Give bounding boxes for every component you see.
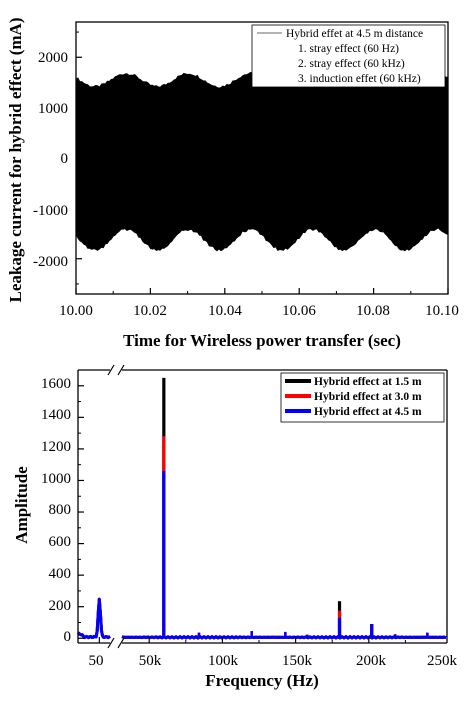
spectrum-baseline-high	[121, 634, 447, 640]
top-x-tick-label: 10.04	[208, 303, 242, 319]
top-y-tick-label: -1000	[33, 203, 68, 219]
top-x-tick-label: 10.02	[133, 303, 167, 319]
axis-break-mark	[107, 364, 115, 376]
bottom-y-tick-label: 800	[49, 502, 72, 518]
bottom-axis-ticks	[78, 369, 406, 643]
top-legend-item: 2. stray effect (60 kHz)	[298, 58, 405, 70]
bottom-y-tick-label: 600	[49, 534, 72, 550]
bottom-x-tick-label: 50	[89, 653, 104, 669]
leakage-current-band	[75, 71, 449, 252]
bottom-x-axis-label: Frequency (Hz)	[205, 671, 318, 690]
top-x-tick-label: 10.08	[356, 303, 390, 319]
leakage-current-signal	[75, 71, 449, 252]
top-y-tick-label: 1000	[38, 101, 68, 117]
axis-break-mark	[117, 364, 125, 376]
bottom-y-axis-label: Amplitude	[12, 466, 31, 544]
top-legend: Hybrid effet at 4.5 m distance 1. stray …	[251, 24, 446, 88]
bottom-x-tick-label: 100k	[208, 653, 239, 669]
bottom-y-tick-label: 200	[49, 598, 72, 614]
bottom-y-tick-label: 1000	[41, 471, 71, 487]
bottom-y-tick-label: 0	[64, 629, 72, 645]
bottom-y-tick-label: 1400	[41, 407, 71, 423]
bottom-x-tick-label: 250k	[427, 653, 458, 669]
spectrum-baseline-low	[77, 597, 111, 640]
bottom-x-tick-label: 150k	[282, 653, 313, 669]
frequency-spectrum-chart: 50 50k 100k 150k 200k 250k 0 200 400 600…	[12, 364, 458, 690]
top-legend-title: Hybrid effet at 4.5 m distance	[286, 28, 423, 40]
bottom-y-tick-label: 400	[49, 566, 72, 582]
bottom-legend-item: Hybrid effect at 3.0 m	[314, 391, 422, 403]
bottom-legend: Hybrid effect at 1.5 m Hybrid effect at …	[280, 372, 445, 423]
axis-break-mark	[117, 637, 125, 649]
top-y-tick-label: 2000	[38, 50, 68, 66]
bottom-y-tick-label: 1200	[41, 439, 71, 455]
spectrum-baseline-low	[77, 597, 111, 640]
top-axis-ticks	[75, 31, 449, 294]
top-legend-box	[251, 24, 446, 88]
axis-break-mark	[107, 637, 115, 649]
top-y-tick-label: -2000	[33, 254, 68, 270]
bottom-legend-item: Hybrid effect at 1.5 m	[314, 376, 422, 388]
top-y-tick-label: 0	[61, 151, 69, 167]
top-x-tick-label: 10.10	[425, 303, 459, 319]
top-legend-item: 3. induction effet (60 kHz)	[298, 73, 421, 85]
spectrum-baseline-low	[77, 597, 111, 640]
bottom-x-tick-label: 50k	[139, 653, 162, 669]
top-legend-item: 1. stray effect (60 Hz)	[298, 43, 399, 55]
top-y-axis-label: Leakage current for hybrid effect (mA)	[6, 18, 25, 303]
top-x-tick-label: 10.06	[282, 303, 316, 319]
bottom-legend-item: Hybrid effect at 4.5 m	[314, 406, 422, 418]
time-domain-chart: 10.00 10.02 10.04 10.06 10.08 10.10 -200…	[6, 18, 459, 351]
top-x-tick-label: 10.00	[59, 303, 93, 319]
bottom-x-tick-label: 200k	[356, 653, 387, 669]
spectrum-lines	[77, 377, 447, 640]
bottom-y-tick-label: 1600	[41, 376, 71, 392]
top-x-axis-label: Time for Wireless power transfer (sec)	[123, 331, 401, 350]
bottom-plot-frame	[77, 364, 448, 649]
